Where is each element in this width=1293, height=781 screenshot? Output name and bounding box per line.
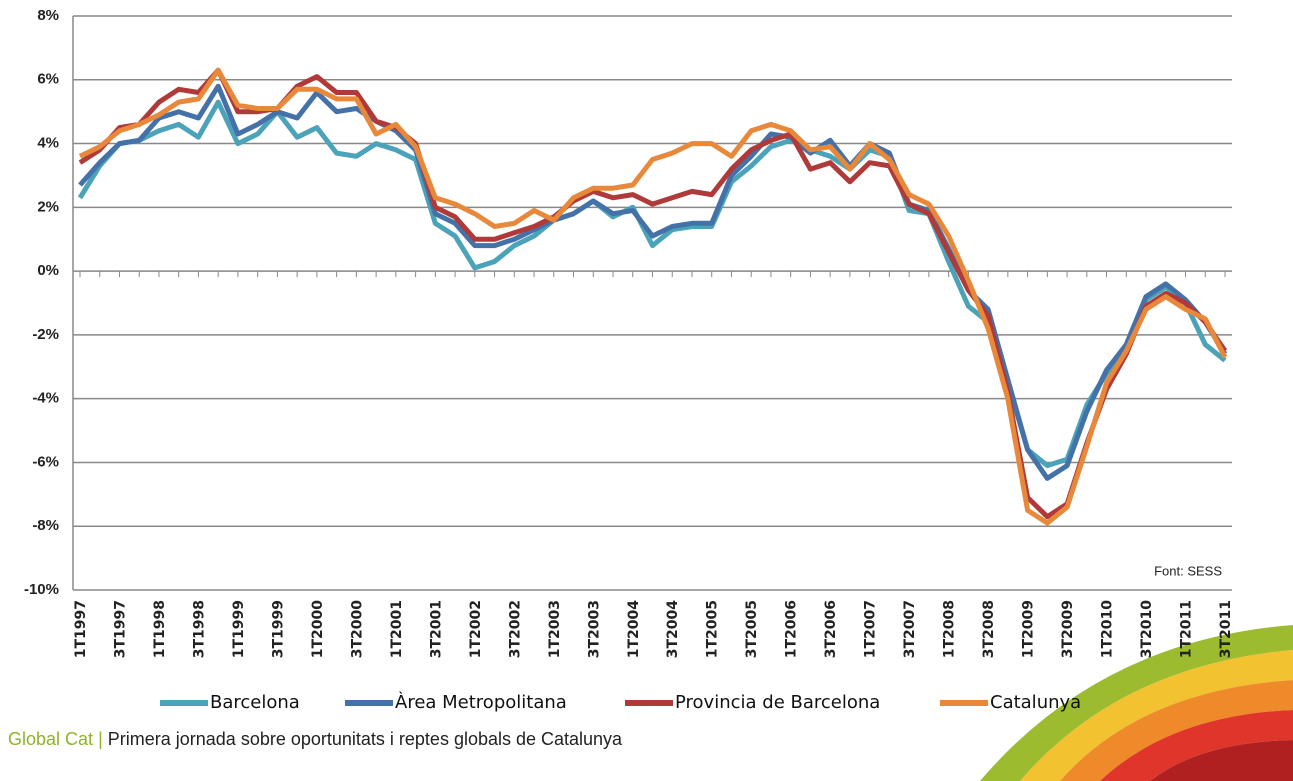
x-tick-label: 1T2007 (863, 600, 879, 658)
x-tick-label: 3T2000 (349, 600, 365, 659)
x-tick-label: 3T2002 (507, 600, 523, 658)
x-tick-label: 3T2003 (586, 600, 602, 658)
x-tick-label: 3T2010 (1139, 600, 1155, 659)
series-line (80, 86, 1225, 478)
x-tick-label: 1T2006 (784, 600, 800, 658)
legend-label: Àrea Metropolitana (395, 691, 567, 713)
y-tick-label: 0% (37, 262, 59, 279)
x-tick-label: 3T2011 (1218, 600, 1234, 658)
y-tick-label: -6% (32, 453, 59, 470)
legend-label: Provincia de Barcelona (675, 692, 880, 713)
plot-area: -10% -8% -6% -4% -2% 0% 2% 4% 6% 8% 1T1997 3T1997 1T… (24, 7, 1234, 658)
legend-label: Catalunya (990, 692, 1081, 713)
x-tick-label: 1T2004 (626, 600, 642, 659)
x-tick-label: 1T2008 (942, 600, 958, 658)
footer-brand: Global Cat (8, 729, 93, 749)
x-tick-label: 1T1999 (231, 600, 247, 658)
y-tick-label: 8% (37, 7, 59, 24)
y-tick-label: 6% (37, 71, 59, 88)
x-tick-label: 3T2001 (428, 600, 444, 658)
x-tick-label: 1T1997 (73, 600, 89, 658)
x-tick-label: 1T2001 (389, 600, 405, 658)
x-tick-label: 1T1998 (152, 600, 168, 658)
x-tick-label: 1T2000 (310, 600, 326, 659)
footer: Global Cat | Primera jornada sobre oport… (8, 729, 623, 749)
x-tick-label: 3T2005 (744, 600, 760, 658)
x-tick-label: 3T2006 (823, 600, 839, 658)
x-tick-label: 1T2011 (1179, 600, 1195, 658)
x-tick-label: 3T1999 (270, 600, 286, 658)
legend-label: Barcelona (210, 692, 300, 713)
footer-text: Primera jornada sobre oportunitats i rep… (108, 729, 623, 749)
series-line (80, 102, 1225, 466)
source-note: Font: SESS (1154, 563, 1222, 578)
slide: -10% -8% -6% -4% -2% 0% 2% 4% 6% 8% 1T1997 3T1997 1T… (0, 0, 1293, 781)
x-tick-label: 3T2009 (1060, 600, 1076, 658)
y-tick-label: 4% (37, 135, 59, 152)
x-tick-label: 3T1997 (112, 600, 128, 658)
x-tick-label: 1T2003 (547, 600, 563, 658)
x-tick-label: 1T2002 (468, 600, 484, 658)
y-tick-label: 2% (37, 198, 59, 215)
y-tick-label: -8% (32, 517, 59, 534)
x-tick-label: 3T2004 (665, 600, 681, 659)
x-tick-label: 1T2009 (1021, 600, 1037, 658)
y-tick-label: -10% (24, 581, 59, 598)
x-tick-label: 3T1998 (191, 600, 207, 658)
x-tick-label: 3T2007 (902, 600, 918, 658)
y-tick-label: -2% (32, 326, 59, 343)
legend: Barcelona Àrea Metropolitana Provincia de … (160, 691, 1081, 713)
x-tick-label: 1T2010 (1100, 600, 1116, 659)
y-tick-label: -4% (32, 390, 59, 407)
x-tick-label: 3T2008 (981, 600, 997, 658)
x-tick-label: 1T2005 (705, 600, 721, 658)
footer-separator: | (98, 729, 103, 749)
